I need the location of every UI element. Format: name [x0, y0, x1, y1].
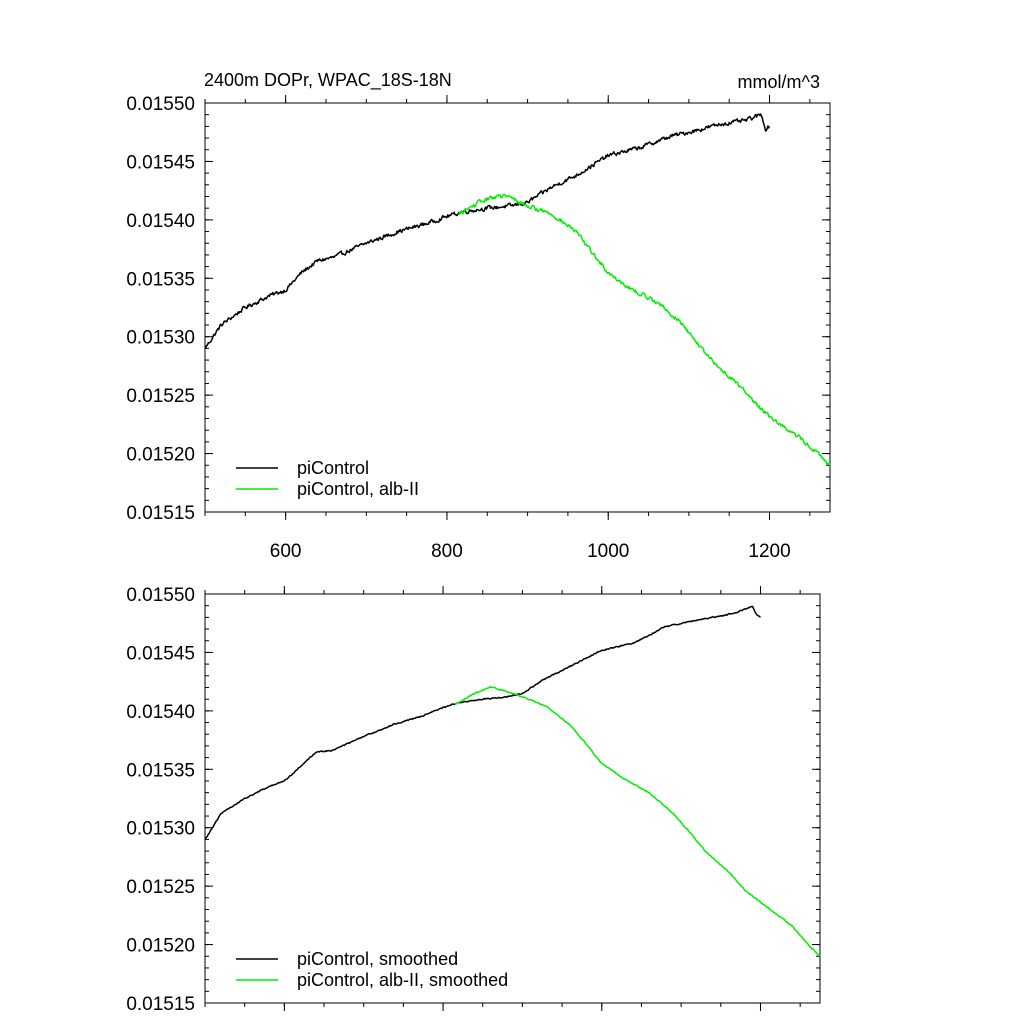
- y-tick-label: 0.01530: [126, 819, 195, 840]
- y-tick-label: 0.01530: [126, 328, 195, 349]
- series-line-alb-ii: [454, 685, 821, 957]
- x-tick-label: 800: [431, 541, 463, 562]
- y-tick-label: 0.01545: [126, 152, 195, 173]
- legend-label: piControl: [297, 458, 369, 478]
- y-tick-label: 0.01540: [126, 211, 195, 232]
- y-tick-label: 0.01550: [126, 94, 195, 115]
- units-label: mmol/m^3: [738, 72, 820, 92]
- y-tick-label: 0.01525: [126, 877, 195, 898]
- series-line-alb-ii: [458, 193, 831, 466]
- y-tick-label: 0.01515: [126, 503, 195, 524]
- y-tick-label: 0.01515: [126, 994, 195, 1015]
- y-tick-label: 0.01520: [126, 445, 195, 466]
- series-line-picontrol: [204, 113, 771, 350]
- x-tick-label: 1000: [587, 541, 629, 562]
- y-tick-label: 0.01550: [126, 585, 195, 606]
- plot-frame: [204, 593, 821, 1004]
- y-tick-label: 0.01540: [126, 702, 195, 723]
- x-tick-label: 1200: [748, 541, 790, 562]
- y-tick-label: 0.01535: [126, 269, 195, 290]
- legend-label: piControl, alb-II, smoothed: [297, 970, 508, 990]
- chart-title: 2400m DOPr, WPAC_18S-18N: [204, 70, 452, 91]
- legend-label: piControl, smoothed: [297, 949, 458, 969]
- plot-frame: [204, 102, 831, 513]
- x-tick-label: 600: [270, 541, 302, 562]
- legend-label: piControl, alb-II: [297, 479, 419, 499]
- bottom-plot: 0.01515 0.01520 0.01525 0.01530 0.01535 0.015…: [126, 585, 821, 1015]
- series-line-picontrol: [204, 605, 761, 840]
- y-tick-label: 0.01545: [126, 643, 195, 664]
- y-tick-label: 0.01520: [126, 936, 195, 957]
- top-plot: 2400m DOPr, WPAC_18S-18N mmol/m^3 0.0151…: [126, 70, 831, 562]
- y-tick-label: 0.01525: [126, 386, 195, 407]
- y-tick-label: 0.01535: [126, 760, 195, 781]
